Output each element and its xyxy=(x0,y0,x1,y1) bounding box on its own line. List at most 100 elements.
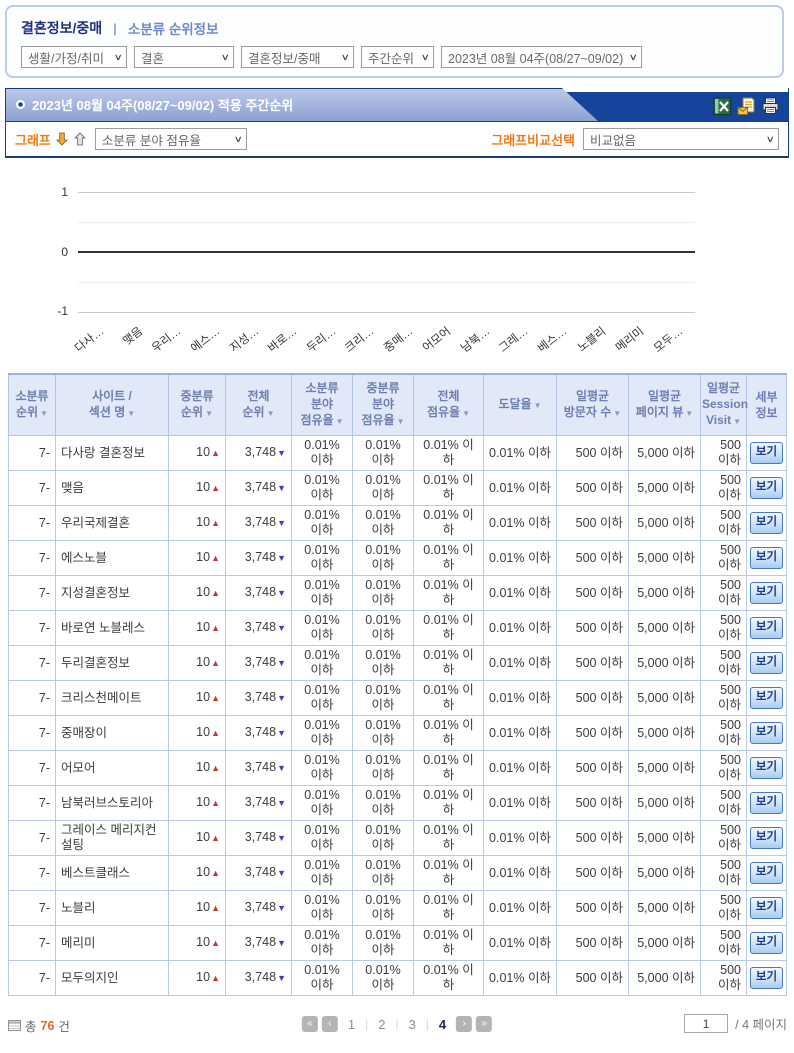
select-value: 생활/가정/취미 xyxy=(28,51,104,66)
sort-arrow-icon: ▼ xyxy=(733,417,742,426)
total-rank-cell: 3,748▼ xyxy=(225,610,292,646)
select-period-type[interactable]: 주간순위 ∨ xyxy=(361,46,434,68)
daily-session-cell: 500 이하 xyxy=(700,610,747,646)
sub-rank-cell: 7- xyxy=(8,960,56,996)
daily-session-cell: 500 이하 xyxy=(700,435,747,471)
page-number-1[interactable]: 1 xyxy=(347,1016,356,1032)
table-row: 7- 남북러브스토리아 10▲ 3,748▼ 0.01% 이하 0.01% 이하… xyxy=(8,785,787,821)
sub-share-cell: 0.01% 이하 xyxy=(291,645,353,681)
total-share-cell: 0.01% 이하 xyxy=(413,610,484,646)
total-rank-cell: 3,748▼ xyxy=(225,820,292,856)
rank-up-icon: ▲ xyxy=(211,553,220,563)
table-row: 7- 우리국제결혼 10▲ 3,748▼ 0.01% 이하 0.01% 이하 0… xyxy=(8,505,787,541)
column-header-daily-visitors[interactable]: 일평균 방문자 수 ▼ xyxy=(556,373,629,436)
select-week[interactable]: 2023년 08월 04주(08/27~09/02) ∨ xyxy=(441,46,642,68)
table-row: 7- 바로연 노블레스 10▲ 3,748▼ 0.01% 이하 0.01% 이하… xyxy=(8,610,787,646)
view-details-button[interactable]: 보기 xyxy=(749,897,784,919)
first-page-button[interactable]: « xyxy=(301,1016,318,1032)
column-header-daily-pageviews[interactable]: 일평균 페이지 뷰 ▼ xyxy=(628,373,701,436)
reach-cell: 0.01% 이하 xyxy=(483,750,557,786)
page-number-2[interactable]: 2 xyxy=(378,1016,386,1032)
mid-share-cell: 0.01% 이하 xyxy=(352,470,414,506)
column-header-total-share[interactable]: 전체 점유율 ▼ xyxy=(413,373,484,436)
view-details-button[interactable]: 보기 xyxy=(749,862,784,884)
mid-rank-cell: 10▲ xyxy=(168,750,226,786)
next-page-button[interactable]: › xyxy=(456,1016,473,1032)
select-graph-metric[interactable]: 소분류 분야 점유율 ∨ xyxy=(94,128,247,150)
total-share-cell: 0.01% 이하 xyxy=(413,925,484,961)
column-header-sub-rank[interactable]: 소분류 순위 ▼ xyxy=(8,373,56,436)
column-header-daily-session-visit[interactable]: 일평균 Session Visit ▼ xyxy=(700,373,748,436)
detail-cell: 보기 xyxy=(746,680,787,716)
daily-session-cell: 500 이하 xyxy=(700,645,747,681)
detail-cell: 보기 xyxy=(746,785,787,821)
view-details-button[interactable]: 보기 xyxy=(749,652,784,674)
chevron-down-icon: ∨ xyxy=(341,51,351,62)
reach-cell: 0.01% 이하 xyxy=(483,680,557,716)
column-header-mid-share[interactable]: 중분류 분야 점유율 ▼ xyxy=(352,373,414,436)
total-rank-cell: 3,748▼ xyxy=(225,470,292,506)
total-rank-cell: 3,748▼ xyxy=(225,785,292,821)
arrow-up-icon[interactable] xyxy=(73,131,87,147)
sort-arrow-icon: ▼ xyxy=(396,417,405,426)
daily-visitors-cell: 500 이하 xyxy=(556,505,629,541)
chevron-down-icon: ∨ xyxy=(629,51,639,62)
view-details-button[interactable]: 보기 xyxy=(749,827,784,849)
view-details-button[interactable]: 보기 xyxy=(749,477,784,499)
column-header-sub-share[interactable]: 소분류 분야 점유율 ▼ xyxy=(291,373,353,436)
view-details-button[interactable]: 보기 xyxy=(749,932,784,954)
view-details-button[interactable]: 보기 xyxy=(749,442,784,464)
daily-pageviews-cell: 5,000 이하 xyxy=(628,785,701,821)
page-separator: | xyxy=(395,1017,399,1031)
select-graph-compare[interactable]: 비교없음 ∨ xyxy=(583,128,779,150)
view-details-button[interactable]: 보기 xyxy=(749,617,784,639)
view-details-button[interactable]: 보기 xyxy=(749,792,784,814)
sub-rank-cell: 7- xyxy=(8,540,56,576)
total-share-cell: 0.01% 이하 xyxy=(413,750,484,786)
page-number-3[interactable]: 3 xyxy=(408,1016,416,1032)
daily-pageviews-cell: 5,000 이하 xyxy=(628,820,701,856)
column-header-total-rank[interactable]: 전체 순위 ▼ xyxy=(225,373,292,436)
detail-cell: 보기 xyxy=(746,645,787,681)
chart-plot-area xyxy=(78,192,695,313)
last-page-button[interactable]: » xyxy=(476,1016,493,1032)
table-row: 7- 베스트클래스 10▲ 3,748▼ 0.01% 이하 0.01% 이하 0… xyxy=(8,855,787,891)
select-category-mid[interactable]: 결혼 ∨ xyxy=(134,46,234,68)
mid-rank-cell: 10▲ xyxy=(168,680,226,716)
total-rank-cell: 3,748▼ xyxy=(225,715,292,751)
view-details-button[interactable]: 보기 xyxy=(749,582,784,604)
detail-cell: 보기 xyxy=(746,715,787,751)
sub-rank-cell: 7- xyxy=(8,750,56,786)
total-rank-cell: 3,748▼ xyxy=(225,435,292,471)
mid-share-cell: 0.01% 이하 xyxy=(352,680,414,716)
section-title: 2023년 08월 04주(08/27~09/02) 적용 주간순위 xyxy=(16,88,293,121)
column-header-reach[interactable]: 도달율 ▼ xyxy=(483,373,557,436)
page-number-4[interactable]: 4 xyxy=(438,1016,447,1032)
select-category-small[interactable]: 결혼정보/중매 ∨ xyxy=(241,46,354,68)
prev-page-button[interactable]: ‹ xyxy=(321,1016,338,1032)
column-header-mid-rank[interactable]: 중분류 순위 ▼ xyxy=(168,373,226,436)
column-header-detail: 세부 정보 xyxy=(746,373,787,436)
sub-share-cell: 0.01% 이하 xyxy=(291,750,353,786)
daily-session-cell: 500 이하 xyxy=(700,575,747,611)
view-details-button[interactable]: 보기 xyxy=(749,512,784,534)
view-details-button[interactable]: 보기 xyxy=(749,687,784,709)
view-details-button[interactable]: 보기 xyxy=(749,967,784,989)
mid-rank-cell: 10▲ xyxy=(168,820,226,856)
daily-session-cell: 500 이하 xyxy=(700,750,747,786)
page-separator: | xyxy=(365,1017,369,1031)
sub-share-cell: 0.01% 이하 xyxy=(291,540,353,576)
page-input[interactable] xyxy=(684,1014,729,1033)
view-details-button[interactable]: 보기 xyxy=(749,722,784,744)
select-value: 결혼정보/중매 xyxy=(248,51,321,66)
select-category-large[interactable]: 생활/가정/취미 ∨ xyxy=(21,46,127,68)
email-report-icon[interactable] xyxy=(737,97,756,116)
view-details-button[interactable]: 보기 xyxy=(749,547,784,569)
mid-share-cell: 0.01% 이하 xyxy=(352,715,414,751)
column-header-site-name[interactable]: 사이트 / 섹션 명 ▼ xyxy=(55,373,169,436)
view-details-button[interactable]: 보기 xyxy=(749,757,784,779)
arrow-down-icon[interactable] xyxy=(55,132,69,147)
excel-export-icon[interactable] xyxy=(713,97,732,116)
print-icon[interactable] xyxy=(761,97,780,116)
daily-visitors-cell: 500 이하 xyxy=(556,715,629,751)
